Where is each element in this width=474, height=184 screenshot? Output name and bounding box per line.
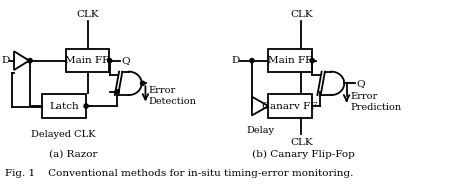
Text: (b) Canary Flip-Fop: (b) Canary Flip-Fop: [252, 150, 355, 159]
Text: Error: Error: [149, 86, 176, 95]
Circle shape: [108, 59, 112, 63]
Text: Q: Q: [356, 79, 365, 88]
Circle shape: [115, 90, 119, 94]
Text: Main FF: Main FF: [268, 56, 312, 65]
Text: Delay: Delay: [246, 126, 274, 135]
Text: CLK: CLK: [290, 10, 313, 19]
Text: Fig. 1    Conventional methods for in-situ timing-error monitoring.: Fig. 1 Conventional methods for in-situ …: [5, 169, 353, 178]
Text: Main FF: Main FF: [65, 56, 109, 65]
Bar: [42, 94, 86, 118]
Bar: [268, 49, 312, 72]
Text: Detection: Detection: [149, 97, 197, 106]
Text: (a) Razor: (a) Razor: [49, 150, 97, 159]
Text: D: D: [1, 56, 9, 65]
Text: Latch: Latch: [49, 102, 79, 111]
Circle shape: [28, 59, 32, 63]
Circle shape: [84, 104, 88, 108]
Text: Delayed CLK: Delayed CLK: [31, 130, 96, 139]
Circle shape: [140, 81, 145, 85]
Text: CLK: CLK: [290, 138, 313, 147]
Text: D: D: [231, 56, 239, 65]
Bar: [66, 49, 109, 72]
Circle shape: [310, 59, 314, 63]
Text: CLK: CLK: [77, 10, 99, 19]
Text: Canarv FF: Canarv FF: [263, 102, 318, 111]
Text: Error: Error: [350, 92, 378, 101]
Bar: [268, 94, 312, 118]
Text: Q: Q: [121, 56, 130, 65]
Text: Prediction: Prediction: [350, 103, 401, 112]
Circle shape: [250, 59, 254, 63]
